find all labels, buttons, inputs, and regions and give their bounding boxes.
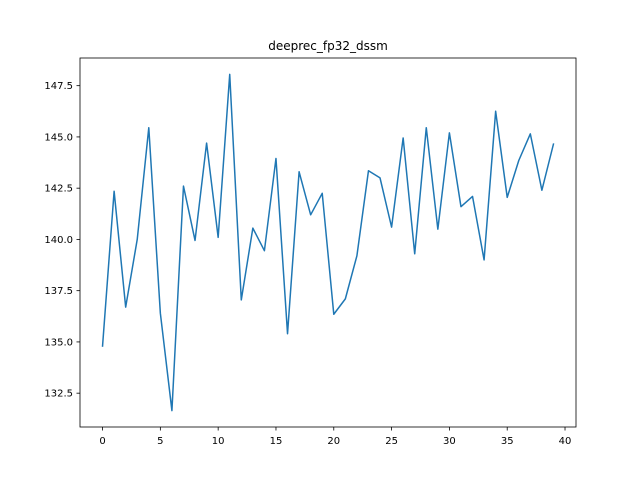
chart-title: deeprec_fp32_dssm [268, 39, 388, 53]
y-tick-label: 135.0 [44, 337, 73, 348]
plot-frame [79, 57, 577, 428]
y-tick-label: 140.0 [44, 235, 73, 246]
x-tick-label: 20 [327, 436, 340, 447]
y-tick-label: 132.5 [44, 389, 73, 400]
y-tick-label: 145.0 [44, 132, 73, 143]
x-tick-label: 10 [212, 436, 225, 447]
y-tick-label: 137.5 [44, 286, 73, 297]
y-tick-label: 147.5 [44, 81, 73, 92]
axis-ticks: 0 5 10 15 20 25 30 35 40 132.5 135.0 137.5 140.0 142.… [44, 81, 571, 447]
x-tick-label: 25 [385, 436, 398, 447]
series-line-0 [101, 73, 555, 412]
x-tick-label: 40 [559, 436, 572, 447]
x-tick-label: 35 [501, 436, 514, 447]
x-tick-label: 30 [443, 436, 456, 447]
x-tick-label: 0 [99, 436, 105, 447]
x-tick-label: 5 [157, 436, 163, 447]
series-layer [101, 73, 555, 412]
y-tick-label: 142.5 [44, 184, 73, 195]
x-tick-label: 15 [270, 436, 283, 447]
